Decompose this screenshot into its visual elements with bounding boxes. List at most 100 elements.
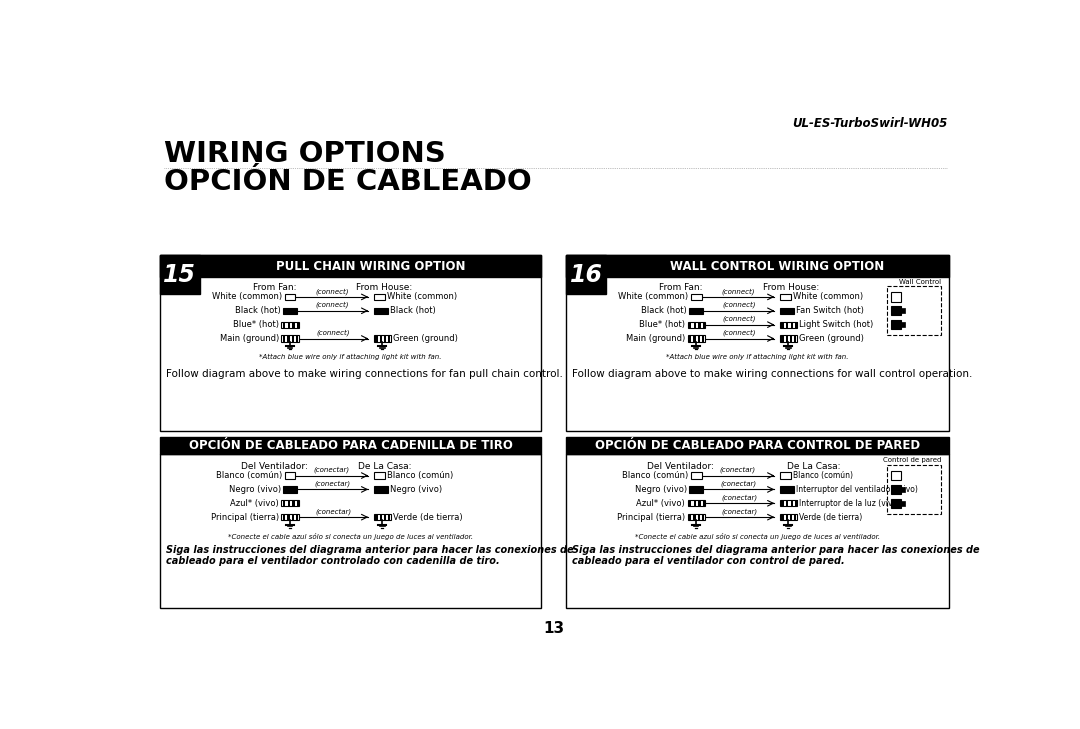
Text: Negro (vivo): Negro (vivo) [390, 485, 442, 494]
Bar [786, 321, 788, 328]
Text: Follow diagram above to make wiring connections for wall control operation.: Follow diagram above to make wiring conn… [572, 370, 972, 379]
Text: From House:: From House: [762, 283, 819, 292]
Bar [891, 499, 901, 508]
Bar [297, 321, 299, 328]
Bar [781, 500, 784, 507]
Bar [791, 500, 793, 507]
Bar [693, 514, 696, 521]
Bar [789, 335, 793, 342]
Bar [296, 514, 298, 521]
Bar [283, 308, 297, 314]
Bar [781, 514, 784, 521]
Bar [689, 514, 691, 521]
Text: *Conecte el cable azul sólo si conecta un juego de luces al ventilador.: *Conecte el cable azul sólo si conecta u… [635, 533, 880, 539]
Bar [791, 321, 793, 328]
Text: (connect): (connect) [316, 330, 350, 336]
Bar [689, 308, 703, 314]
Text: White (common): White (common) [618, 292, 688, 301]
Bar [786, 500, 788, 507]
Text: Green (ground): Green (ground) [799, 334, 864, 343]
Text: cableado para el ventilador controlado con cadenilla de tiro.: cableado para el ventilador controlado c… [166, 556, 500, 566]
Bar [887, 286, 941, 335]
Bar [292, 514, 294, 521]
Bar [283, 321, 285, 328]
Bar [383, 514, 387, 521]
Text: *Conecte el cable azul sólo si conecta un juego de luces al ventilador.: *Conecte el cable azul sólo si conecta u… [228, 533, 473, 539]
Bar [795, 321, 798, 328]
Bar [293, 321, 295, 328]
Bar [282, 514, 298, 521]
Bar [693, 321, 697, 328]
Text: Black (hot): Black (hot) [642, 306, 687, 315]
Text: (connect): (connect) [315, 302, 349, 308]
Bar [691, 472, 702, 479]
Text: (conectar): (conectar) [314, 480, 351, 487]
Text: (conectar): (conectar) [314, 467, 350, 473]
Text: Verde (de tierra): Verde (de tierra) [393, 512, 462, 522]
Text: Azul* (vivo): Azul* (vivo) [230, 499, 279, 508]
Bar [160, 454, 541, 608]
Text: Siga las instrucciones del diagrama anterior para hacer las conexiones de: Siga las instrucciones del diagrama ante… [572, 545, 980, 555]
Text: *Attach blue wire only if attaching light kit with fan.: *Attach blue wire only if attaching ligh… [666, 354, 849, 360]
Bar [703, 321, 705, 328]
Text: Control de pared: Control de pared [882, 457, 941, 463]
Text: (conectar): (conectar) [315, 508, 351, 515]
Text: From House:: From House: [356, 283, 413, 292]
Text: Negro (vivo): Negro (vivo) [229, 485, 281, 494]
Text: cableado para el ventilador con control de pared.: cableado para el ventilador con control … [572, 556, 845, 566]
Bar [693, 335, 696, 342]
Text: (connect): (connect) [723, 330, 756, 336]
Bar [160, 255, 541, 277]
Bar [566, 454, 948, 608]
Bar [891, 292, 901, 302]
Bar [297, 500, 299, 507]
Bar [287, 335, 289, 342]
Text: Del Ventilador:: Del Ventilador: [241, 461, 308, 471]
Bar [698, 335, 700, 342]
Text: Black (hot): Black (hot) [235, 306, 281, 315]
Bar [287, 321, 291, 328]
Text: Green (ground): Green (ground) [393, 334, 458, 343]
Bar [702, 335, 704, 342]
Text: (connect): (connect) [721, 302, 756, 308]
Text: 13: 13 [543, 621, 564, 636]
Bar [689, 321, 691, 328]
Text: Blanco (común): Blanco (común) [387, 471, 454, 480]
Text: 16: 16 [569, 262, 603, 286]
Bar [374, 308, 388, 314]
Bar [283, 486, 297, 493]
Bar [689, 486, 703, 493]
Bar [780, 335, 797, 342]
Bar [699, 321, 701, 328]
Bar [160, 255, 200, 294]
Bar [689, 500, 691, 507]
Bar [282, 500, 298, 507]
Text: Blanco (común): Blanco (común) [622, 471, 688, 480]
Bar [795, 500, 798, 507]
Bar [891, 471, 901, 480]
Text: Light Switch (hot): Light Switch (hot) [799, 320, 874, 329]
Bar [566, 255, 606, 294]
Text: WIRING OPTIONS: WIRING OPTIONS [164, 140, 446, 168]
Text: OPCIÓN DE CABLEADO PARA CADENILLA DE TIRO: OPCIÓN DE CABLEADO PARA CADENILLA DE TIR… [189, 439, 512, 452]
Bar [296, 335, 298, 342]
Bar [780, 486, 794, 493]
Text: Negro (vivo): Negro (vivo) [635, 485, 687, 494]
Text: (connect): (connect) [315, 288, 349, 295]
Bar [383, 335, 387, 342]
Bar [891, 320, 901, 330]
Bar [698, 514, 700, 521]
Text: De La Casa:: De La Casa: [357, 461, 411, 471]
Bar [901, 322, 905, 327]
Bar [702, 514, 704, 521]
Bar [566, 255, 948, 277]
Bar [283, 335, 285, 342]
Bar [160, 255, 541, 431]
Bar [703, 500, 705, 507]
Bar [891, 485, 901, 494]
Bar [781, 335, 784, 342]
Bar [887, 465, 941, 514]
Bar [691, 294, 702, 300]
Bar [901, 308, 905, 313]
Bar [688, 321, 704, 328]
